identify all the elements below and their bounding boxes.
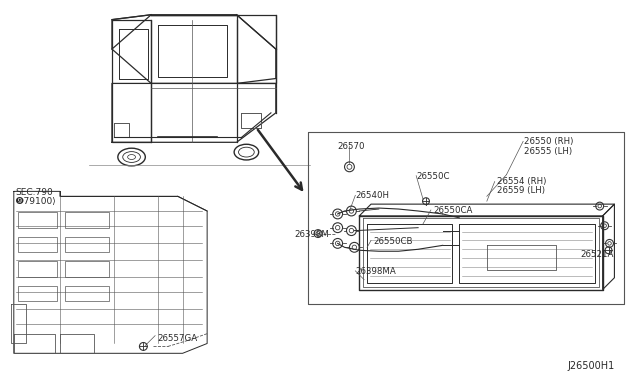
Text: J26500H1: J26500H1 <box>567 361 614 371</box>
Bar <box>18 212 57 228</box>
Bar <box>18 237 57 252</box>
Bar <box>18 261 57 277</box>
Text: 26550C: 26550C <box>416 172 450 181</box>
Text: 26550CB: 26550CB <box>373 237 413 246</box>
Text: ➒79100⟩: ➒79100⟩ <box>16 197 56 206</box>
Text: 26398MA: 26398MA <box>355 267 396 276</box>
Text: 26554 (RH): 26554 (RH) <box>497 177 546 186</box>
Text: SEC.790: SEC.790 <box>16 189 54 198</box>
Text: 26557GA: 26557GA <box>157 334 197 343</box>
Text: 26570: 26570 <box>338 142 365 151</box>
Bar <box>18 286 57 301</box>
Bar <box>65 261 109 277</box>
Text: 26550 (RH): 26550 (RH) <box>524 137 573 147</box>
Bar <box>65 212 109 228</box>
Text: 26555 (LH): 26555 (LH) <box>524 147 572 156</box>
Bar <box>65 237 109 252</box>
Text: 26559 (LH): 26559 (LH) <box>497 186 545 195</box>
Text: 26540H: 26540H <box>355 191 389 201</box>
Text: 26398M: 26398M <box>294 230 330 239</box>
Text: 26550CA: 26550CA <box>433 206 472 215</box>
Bar <box>65 286 109 301</box>
Text: 26521A: 26521A <box>580 250 614 259</box>
